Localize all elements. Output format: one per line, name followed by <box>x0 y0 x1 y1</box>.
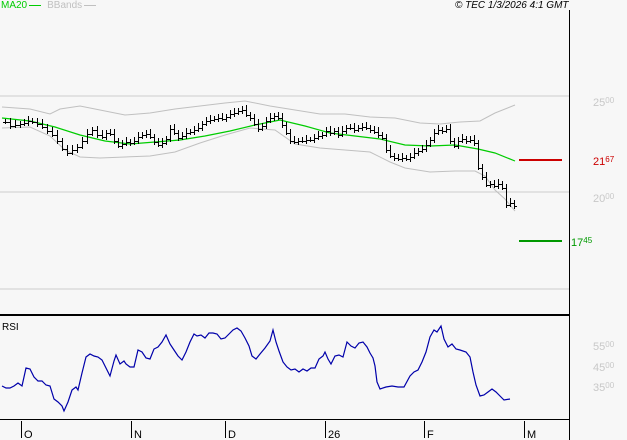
resistance-label: 2167 <box>593 155 615 168</box>
price-bars <box>3 105 517 209</box>
legend-bbands: BBands <box>47 0 97 12</box>
x-label-n: N <box>134 429 142 440</box>
rsi-panel: RSI 5500 4500 3500 <box>1 322 615 413</box>
price-panel <box>0 95 569 290</box>
support-label: 1745 <box>571 236 593 249</box>
legend-ma20: MA20 <box>1 0 42 12</box>
x-label-f: F <box>427 429 434 440</box>
bbands-lower-line <box>1 126 516 212</box>
x-label-26: 26 <box>328 429 340 440</box>
y-label-20: 2000 <box>593 192 615 205</box>
rsi-y-label-45: 4500 <box>593 361 615 374</box>
x-axis: O N D 26 F M <box>21 421 536 440</box>
rsi-line <box>1 324 511 413</box>
bbands-swatch-icon <box>84 4 97 6</box>
x-label-m: M <box>527 429 536 440</box>
rsi-y-label-55: 5500 <box>593 340 615 353</box>
rsi-label: RSI <box>2 322 19 333</box>
ma20-line <box>1 117 516 162</box>
x-label-d: D <box>228 429 236 440</box>
rsi-y-label-35: 3500 <box>593 381 615 394</box>
y-label-25: 2500 <box>593 96 615 109</box>
x-label-o: O <box>24 429 33 440</box>
chart-legend: MA20 BBands <box>1 0 97 12</box>
bbands-upper-line <box>1 100 516 125</box>
ma20-swatch-icon <box>29 4 42 6</box>
copyright-timestamp: © TEC 1/3/2026 4:1 GMT <box>455 0 569 11</box>
